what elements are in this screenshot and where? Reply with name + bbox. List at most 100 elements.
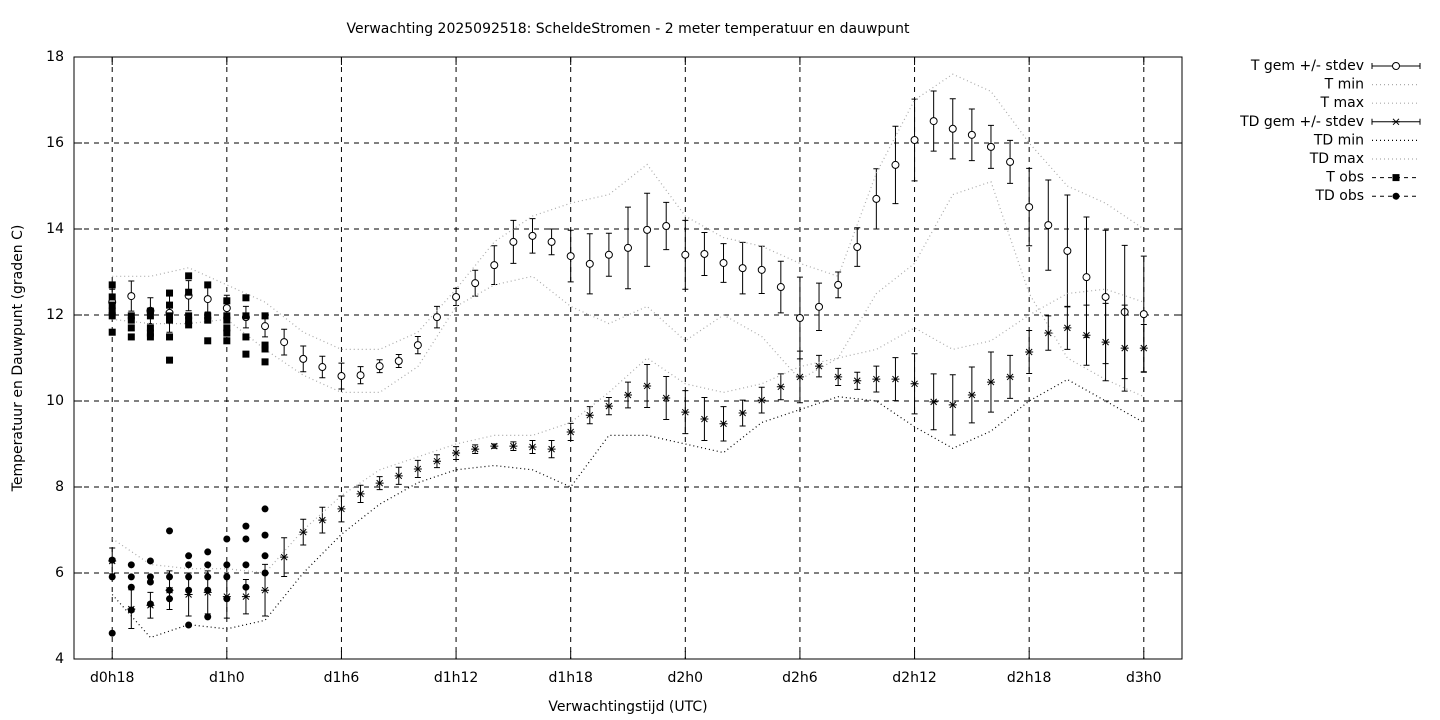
marker [242, 350, 250, 358]
marker [261, 312, 269, 320]
marker [509, 237, 518, 246]
marker [261, 505, 269, 513]
marker [108, 307, 116, 315]
marker [853, 243, 862, 252]
y-tick-label: 12 [46, 307, 64, 323]
marker [127, 316, 135, 324]
marker [795, 314, 804, 323]
marker [146, 578, 154, 586]
marker [146, 329, 154, 337]
marker [490, 261, 499, 270]
marker [166, 312, 174, 320]
marker [146, 324, 154, 332]
marker [986, 142, 995, 151]
marker [604, 402, 613, 410]
marker [662, 394, 671, 402]
marker [261, 358, 269, 366]
x-tick-label: d1h6 [324, 670, 360, 686]
x-axis-label: Verwachtingstijd (UTC) [548, 699, 707, 715]
marker [166, 586, 174, 594]
marker [299, 354, 308, 363]
marker [108, 328, 116, 336]
marker [929, 398, 938, 406]
marker [356, 371, 365, 380]
legend-marker [1392, 174, 1400, 182]
marker [1139, 310, 1148, 319]
y-tick-label: 14 [46, 221, 64, 237]
x-tick-label: d1h0 [209, 670, 245, 686]
legend-label: TD gem +/- stdev [1239, 114, 1364, 130]
legend-marker [1392, 192, 1400, 200]
marker [337, 505, 346, 513]
marker [719, 420, 728, 428]
marker [204, 316, 212, 324]
marker [280, 338, 289, 347]
marker [853, 377, 862, 385]
marker [261, 322, 270, 331]
marker [242, 561, 250, 569]
marker [261, 586, 270, 594]
marker [1101, 292, 1110, 301]
marker [242, 333, 250, 341]
y-axis-label: Temperatuur en Dauwpunt (graden C) [10, 225, 26, 493]
marker [127, 561, 135, 569]
marker [166, 356, 174, 364]
marker [166, 333, 174, 341]
marker [185, 321, 193, 329]
marker [108, 573, 116, 581]
marker [108, 281, 116, 289]
marker [223, 561, 231, 569]
marker [108, 556, 116, 564]
y-tick-label: 4 [55, 651, 64, 667]
marker [432, 457, 441, 465]
marker [891, 160, 900, 169]
marker [166, 301, 174, 309]
marker [681, 250, 690, 259]
marker [776, 283, 785, 292]
marker [108, 629, 116, 637]
x-tick-label: d2h0 [668, 670, 704, 686]
marker [185, 552, 193, 560]
marker [948, 401, 957, 409]
marker [356, 490, 365, 498]
marker [700, 249, 709, 258]
marker [127, 312, 135, 320]
marker [1063, 324, 1072, 332]
marker [624, 391, 632, 399]
marker [261, 531, 269, 539]
marker [1025, 203, 1034, 212]
chart-title: Verwachting 2025092518: ScheldeStromen -… [347, 21, 911, 37]
marker [1006, 373, 1015, 381]
marker [242, 312, 250, 320]
marker [127, 606, 135, 614]
marker [318, 363, 327, 372]
marker [547, 237, 556, 246]
marker [776, 383, 785, 391]
marker [146, 312, 154, 320]
marker [834, 373, 843, 381]
marker [1082, 331, 1091, 339]
marker [432, 313, 441, 322]
marker [337, 372, 346, 381]
marker [910, 135, 919, 144]
marker [872, 194, 881, 203]
marker [185, 288, 193, 296]
marker [375, 362, 384, 371]
marker [204, 548, 212, 556]
marker [146, 333, 154, 341]
marker [223, 595, 231, 603]
marker [1139, 344, 1148, 352]
marker [127, 573, 135, 581]
y-tick-label: 10 [46, 393, 64, 409]
x-tick-label: d3h0 [1126, 670, 1162, 686]
marker [299, 528, 308, 536]
marker [166, 316, 174, 324]
marker [166, 595, 174, 603]
marker [738, 264, 747, 273]
marker [241, 593, 250, 601]
marker [815, 362, 824, 370]
marker [127, 292, 136, 301]
marker [222, 304, 231, 313]
marker [757, 396, 766, 404]
x-tick-label: d2h6 [782, 670, 818, 686]
